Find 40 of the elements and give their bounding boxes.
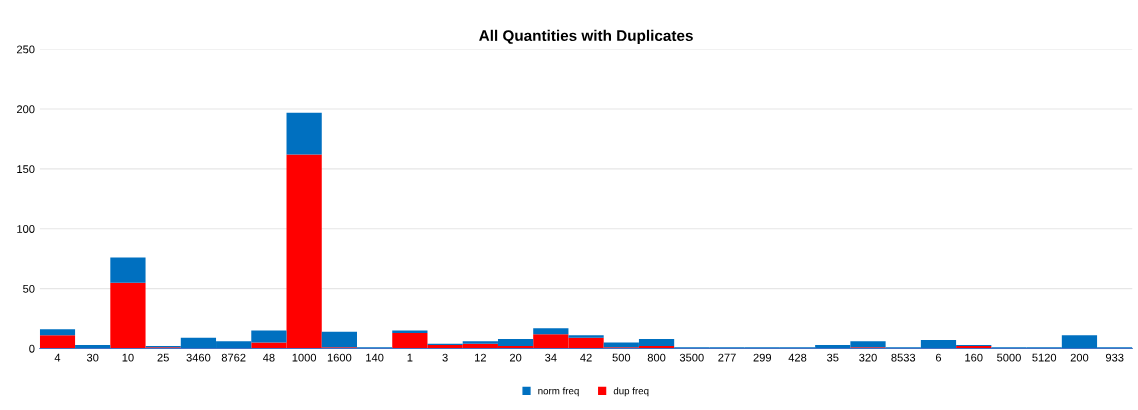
x-tick-label: 299 (753, 353, 772, 362)
x-tick-label: 42 (580, 353, 592, 362)
x-tick-label: 6 (935, 353, 942, 362)
x-tick-label: 34 (545, 353, 557, 362)
x-tick-label: 800 (647, 353, 666, 362)
x-tick-label: 933 (1105, 353, 1124, 362)
y-tick-label: 250 (16, 45, 35, 54)
x-tick-label: 25 (157, 353, 169, 362)
x-tick-label: 140 (366, 353, 384, 362)
y-tick-label: 0 (29, 344, 35, 353)
x-tick-label: 3 (442, 353, 448, 362)
legend-label: norm freq (538, 387, 579, 397)
x-tick-label: 160 (965, 353, 983, 362)
x-tick-label: 1000 (292, 353, 317, 362)
legend-label: dup freq (613, 387, 649, 397)
x-tick-label: 48 (262, 353, 275, 362)
x-tick-label: 20 (509, 353, 522, 362)
y-tick-label: 200 (16, 105, 35, 114)
x-tick-label: 428 (788, 353, 807, 362)
x-tick-label: 35 (827, 353, 839, 362)
x-tick-label: 3500 (679, 353, 704, 362)
x-tick-label: 10 (122, 353, 134, 362)
x-tick-label: 277 (718, 353, 736, 362)
x-tick-label: 30 (86, 353, 99, 362)
x-tick-label: 3460 (186, 353, 211, 362)
x-tick-label: 1 (407, 353, 413, 362)
x-tick-label: 8533 (891, 353, 916, 362)
x-tick-label: 320 (859, 353, 877, 362)
x-tick-label: 4 (54, 353, 61, 362)
x-tick-label: 12 (475, 353, 486, 362)
x-tick-label: 500 (612, 353, 631, 362)
chart-title: All Quantities with Duplicates (479, 29, 693, 45)
x-tick-label: 200 (1070, 353, 1089, 362)
y-tick-label: 100 (17, 225, 35, 233)
y-tick-label: 150 (17, 165, 35, 174)
x-tick-label: 1600 (327, 353, 352, 362)
x-tick-label: 8762 (221, 353, 246, 362)
x-tick-label: 5120 (1032, 353, 1057, 362)
x-tick-label: 5000 (997, 353, 1021, 362)
y-tick-label: 50 (23, 284, 35, 293)
